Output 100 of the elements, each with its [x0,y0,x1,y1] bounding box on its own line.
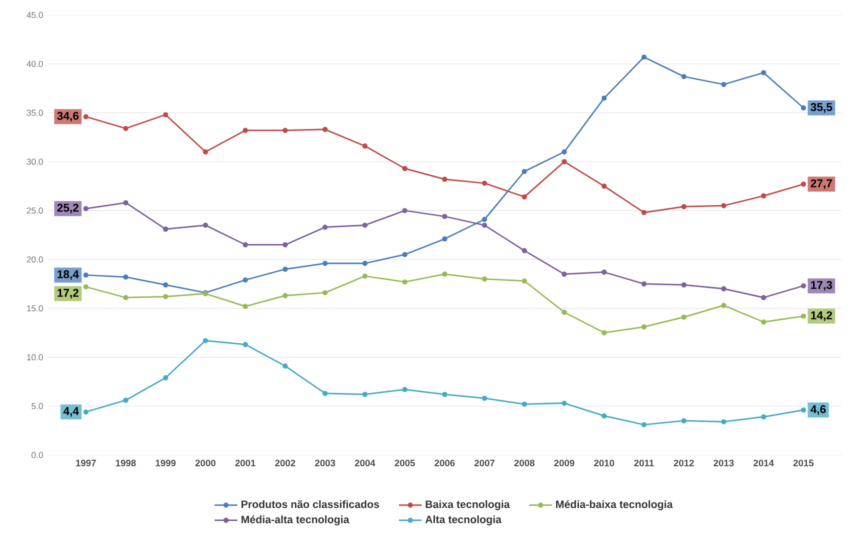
data-label: 4,6 [810,405,826,415]
y-tick-label: 5.0 [32,403,43,410]
x-tick-label: 2005 [394,460,415,466]
point [602,413,607,418]
point [163,375,168,380]
point [800,182,806,187]
x-tick-label: 2006 [434,460,455,466]
point [123,398,128,403]
point [442,176,448,182]
y-tick-label: 0.0 [32,452,43,458]
point [242,242,248,248]
point [282,128,288,133]
x-tick-label: 1997 [76,460,96,466]
point [562,310,567,315]
data-label: 14,2 [811,311,832,321]
x-tick-label: 2014 [754,460,774,466]
y-tick-label: 40.0 [26,60,43,67]
x-tick-label: 2004 [354,460,376,466]
point [442,236,448,242]
point [721,203,726,208]
y-tick-label: 15.0 [27,305,43,312]
data-label: 17,2 [58,288,78,298]
point [522,194,528,200]
point [800,283,806,288]
point [721,302,726,308]
point [641,422,647,428]
point [562,149,567,154]
point [522,248,528,254]
point [522,278,528,284]
point [242,128,248,133]
x-tick-label: 2012 [674,460,694,466]
y-tick-label: 10.0 [27,354,43,360]
point [482,276,488,282]
point [123,294,128,300]
y-tick-label: 25.0 [26,207,43,214]
y-tick-label: 20.0 [26,256,43,262]
point [760,193,766,198]
point [442,392,448,397]
point [163,112,168,118]
point [282,363,288,369]
point [242,342,248,348]
data-label: 25,2 [57,204,78,214]
point [602,184,607,189]
point [681,282,686,288]
point [681,418,686,424]
x-tick-label: 2010 [594,460,614,466]
point [322,260,328,266]
x-tick-label: 2015 [793,460,814,466]
point [163,294,168,300]
point [721,286,726,292]
point [522,168,528,174]
point [482,180,488,186]
point [681,74,686,80]
point [800,407,806,413]
point [242,277,248,283]
point [202,222,208,228]
x-tick-label: 2000 [195,460,216,466]
point [83,206,88,212]
point [163,282,168,288]
point [800,314,806,319]
point [322,390,328,396]
data-label: 35,5 [810,103,832,113]
point [362,392,368,397]
point [123,126,128,132]
x-tick-label: 2009 [554,460,574,466]
point [562,272,567,277]
data-label: 27,7 [810,179,832,189]
x-tick-label: 2013 [714,460,734,466]
point [602,96,607,101]
point [282,242,288,248]
point [202,338,208,344]
point [641,54,647,60]
x-tick-label: 2011 [634,460,654,466]
point [282,266,288,272]
point [362,260,368,266]
point [402,166,408,172]
point [202,149,208,154]
point [482,216,488,222]
point [362,273,368,279]
legend-label: Média-baixa tecnologia [556,500,673,510]
point [522,402,528,407]
x-tick-label: 2008 [514,460,534,466]
point [721,419,726,424]
point [800,105,806,110]
point [242,304,248,309]
point [402,252,408,258]
point [442,214,448,220]
point [163,226,168,232]
point [760,294,766,300]
point [362,222,368,228]
point [123,274,128,280]
legend-label: Alta tecnologia [425,515,502,526]
point [402,279,408,285]
point [402,208,408,214]
point [562,400,567,406]
data-label: 34,6 [57,112,79,122]
point [83,409,88,415]
point [681,314,686,320]
point [322,126,328,132]
x-tick-label: 1998 [116,460,136,466]
